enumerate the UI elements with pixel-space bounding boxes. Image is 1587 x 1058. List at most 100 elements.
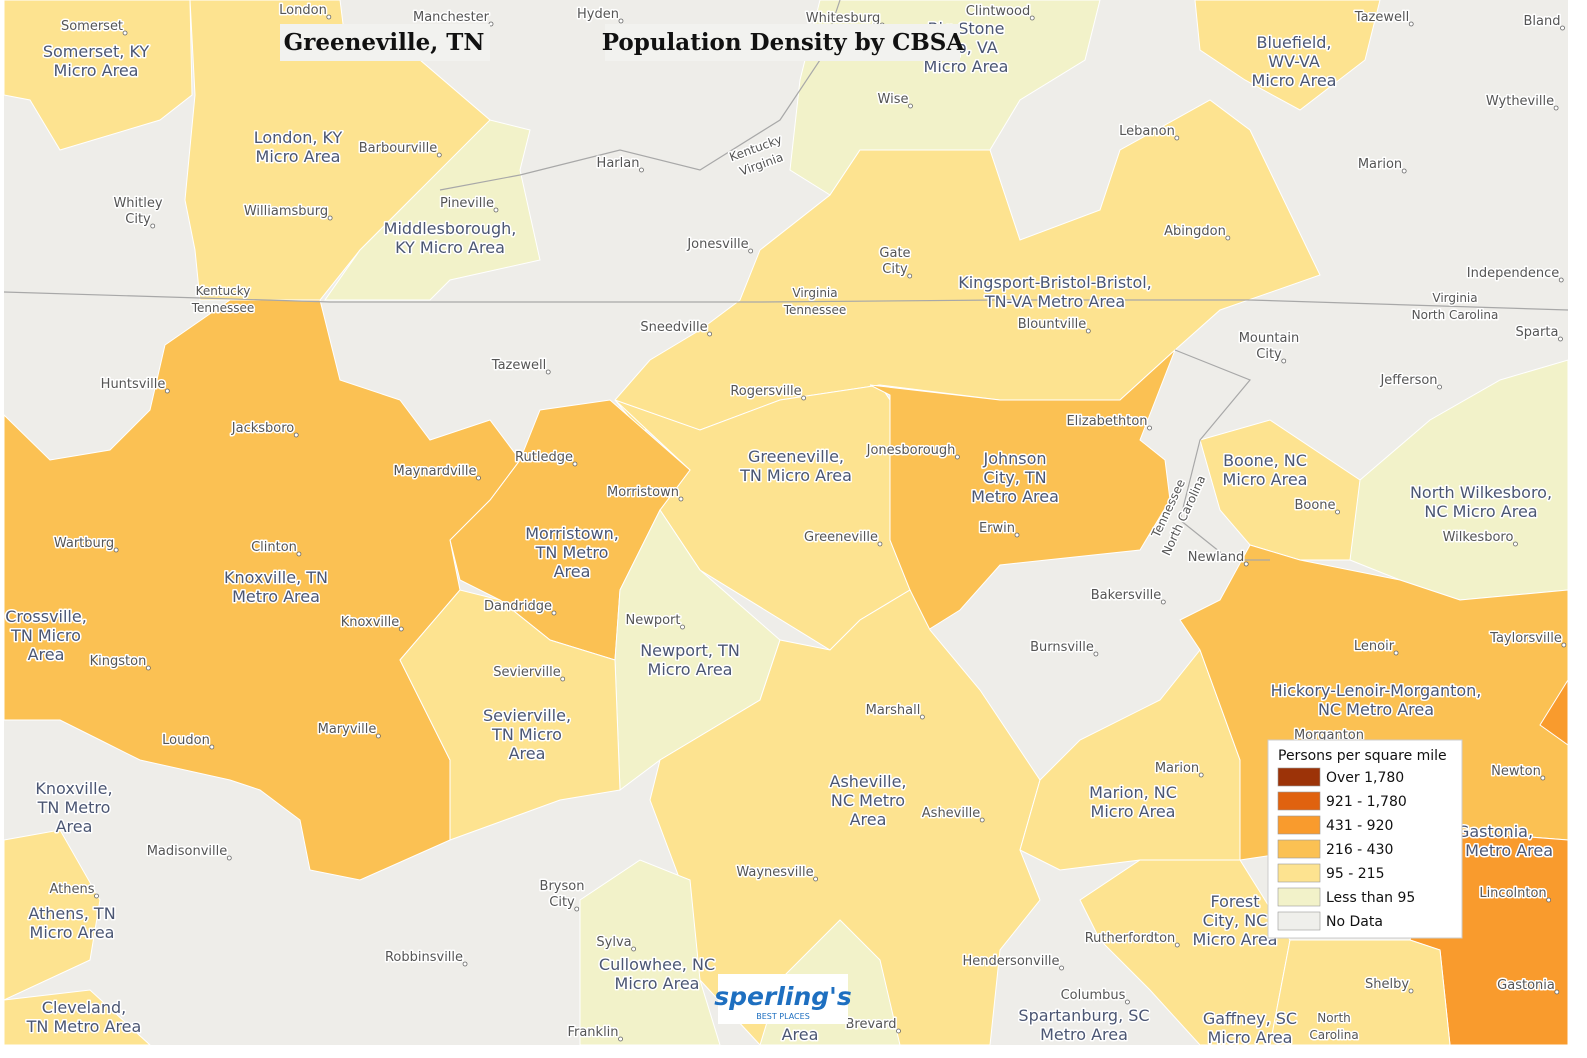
- area-label: Bluefield,: [1256, 33, 1331, 52]
- legend: Persons per square mile Over 1,780 921 - …: [1267, 739, 1463, 939]
- place-dot: [572, 461, 578, 467]
- place-label: Wartburg: [54, 536, 114, 551]
- place-dot: [1093, 651, 1099, 657]
- place-label: Blountville: [1018, 317, 1087, 332]
- place-dot: [1125, 999, 1130, 1005]
- place-label: Greeneville: [804, 530, 878, 545]
- legend-label: 95 - 215: [1326, 866, 1385, 882]
- place-label: Maynardville: [394, 464, 477, 479]
- place-label: Jonesborough: [866, 443, 956, 458]
- legend-swatch: [1277, 791, 1321, 811]
- area-label: Kingsport-Bristol-Bristol,: [958, 273, 1152, 292]
- place-dot: [954, 454, 960, 460]
- place-label: Waynesville: [736, 865, 813, 880]
- place-label: Shelby: [1365, 977, 1409, 992]
- cbsa-region: [3, 829, 101, 1001]
- area-label: Area: [554, 562, 591, 581]
- area-label: Knoxville,: [35, 779, 112, 798]
- place-dot: [398, 626, 404, 632]
- state-border-label: Virginia Tennessee: [781, 285, 848, 319]
- place-dot: [1554, 989, 1560, 995]
- area-label: Middlesborough,: [384, 219, 517, 238]
- area-label: Marion, NC: [1089, 783, 1177, 802]
- area-label: Micro Area: [1252, 71, 1337, 90]
- state-border-label: Kentucky Tennessee: [189, 283, 256, 317]
- place-label: City: [125, 212, 151, 227]
- place-label: Pineville: [440, 196, 494, 211]
- place-label: Somerset: [61, 19, 123, 34]
- place-label: Jefferson: [1379, 373, 1437, 388]
- place-label: Bland: [1524, 14, 1561, 29]
- subtitle-box: [605, 24, 960, 61]
- place-dot: [919, 714, 925, 720]
- place-dot: [326, 14, 332, 20]
- place-label: Madisonville: [147, 844, 228, 859]
- place-label: Bryson: [540, 879, 585, 894]
- legend-swatch: [1277, 887, 1321, 907]
- place-label: Knoxville: [341, 615, 400, 630]
- legend-swatch: [1277, 767, 1321, 787]
- place-dot: [1174, 135, 1180, 141]
- place-dot: [1147, 425, 1152, 431]
- place-dot: [1225, 235, 1231, 241]
- state-name: Tennessee: [191, 301, 255, 315]
- place-label: Robbinsville: [385, 950, 463, 965]
- area-label: Area: [28, 645, 65, 664]
- area-label: Newport, TN: [640, 641, 740, 660]
- place-label: Athens: [49, 882, 94, 897]
- place-label: Burnsville: [1030, 640, 1094, 655]
- place-label: Whitley: [113, 196, 162, 211]
- cbsa-region: [869, 349, 1176, 636]
- area-label: Somerset, KY: [43, 42, 150, 61]
- place-label: Manchester: [413, 10, 490, 25]
- area-label: TN-VA Metro Area: [984, 292, 1125, 311]
- place-dot: [678, 496, 684, 502]
- place-dot: [293, 432, 299, 438]
- place-label: Sylva: [596, 935, 631, 950]
- place-dot: [907, 273, 913, 279]
- place-dot: [1085, 328, 1091, 334]
- cbsa-region: [399, 589, 621, 841]
- area-label: Asheville,: [830, 772, 907, 791]
- place-dot: [1437, 384, 1442, 390]
- place-dot: [1335, 509, 1340, 515]
- area-label: NC Micro Area: [1424, 502, 1537, 521]
- place-dot: [877, 541, 883, 547]
- place-label: Hendersonville: [962, 954, 1059, 969]
- area-label: Area: [782, 1025, 819, 1044]
- place-dot: [113, 547, 119, 553]
- legend-label: 921 - 1,780: [1326, 794, 1407, 810]
- place-label: Rogersville: [730, 384, 801, 399]
- area-label: Micro Area: [1193, 930, 1278, 949]
- area-label: NC Metro Area: [1437, 841, 1553, 860]
- place-dot: [896, 1028, 901, 1034]
- area-label: Athens, TN: [28, 904, 115, 923]
- border-line: [759, 299, 1569, 311]
- area-label: Micro Area: [1091, 802, 1176, 821]
- cbsa-region: [579, 859, 721, 1046]
- area-label: TN Metro: [535, 543, 609, 562]
- state-name: Carolina: [1309, 1028, 1358, 1042]
- place-label: Boone: [1294, 498, 1335, 513]
- place-dot: [1014, 532, 1020, 538]
- area-label: Area: [509, 744, 546, 763]
- state-border-label: Virginia North Carolina: [1410, 290, 1500, 324]
- border-line: [1174, 349, 1270, 561]
- place-dot: [979, 817, 985, 823]
- cbsa-region: [324, 119, 541, 301]
- place-label: Harlan: [597, 156, 640, 171]
- place-label: Loudon: [162, 733, 210, 748]
- place-dot: [1401, 168, 1407, 174]
- place-dot: [1029, 15, 1035, 21]
- place-dot: [1546, 897, 1552, 903]
- place-label: Whitesburg: [806, 11, 880, 26]
- place-label: Brevard: [845, 1017, 896, 1032]
- place-dot: [908, 103, 913, 109]
- place-dot: [560, 676, 566, 682]
- place-dot: [1393, 650, 1399, 656]
- area-label: TN Micro: [491, 725, 562, 744]
- place-label: Williamsburg: [244, 204, 328, 219]
- place-label: Kingston: [90, 654, 147, 669]
